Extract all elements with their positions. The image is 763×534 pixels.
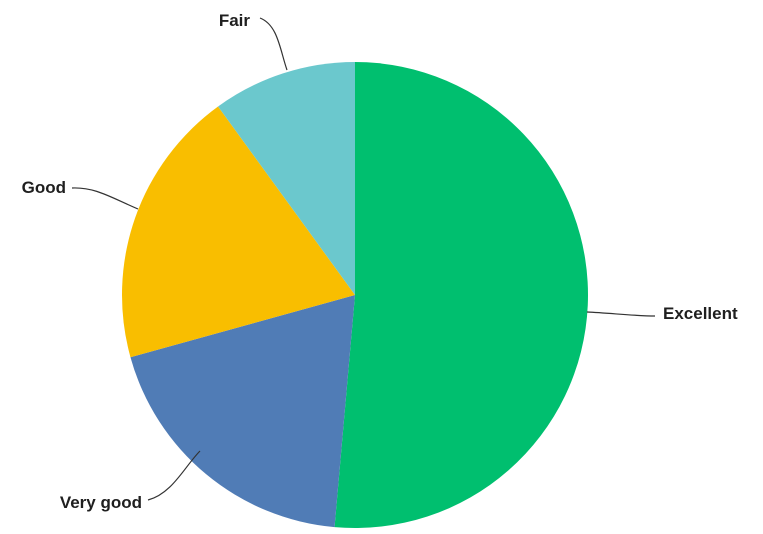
leader-line-excellent	[586, 311, 656, 317]
slice-label-good: Good	[22, 178, 66, 197]
pie-slice-excellent	[334, 62, 588, 528]
leader-line-good	[71, 187, 139, 210]
pie-slice-very-good	[130, 295, 355, 528]
slice-label-excellent: Excellent	[663, 304, 738, 323]
slice-label-fair: Fair	[219, 11, 251, 30]
pie-slice-fair	[218, 62, 355, 295]
pie-slice-good	[121, 106, 355, 358]
leader-line-very-good	[147, 450, 201, 501]
slice-label-very-good: Very good	[60, 493, 142, 512]
leader-line-fair	[259, 17, 288, 71]
